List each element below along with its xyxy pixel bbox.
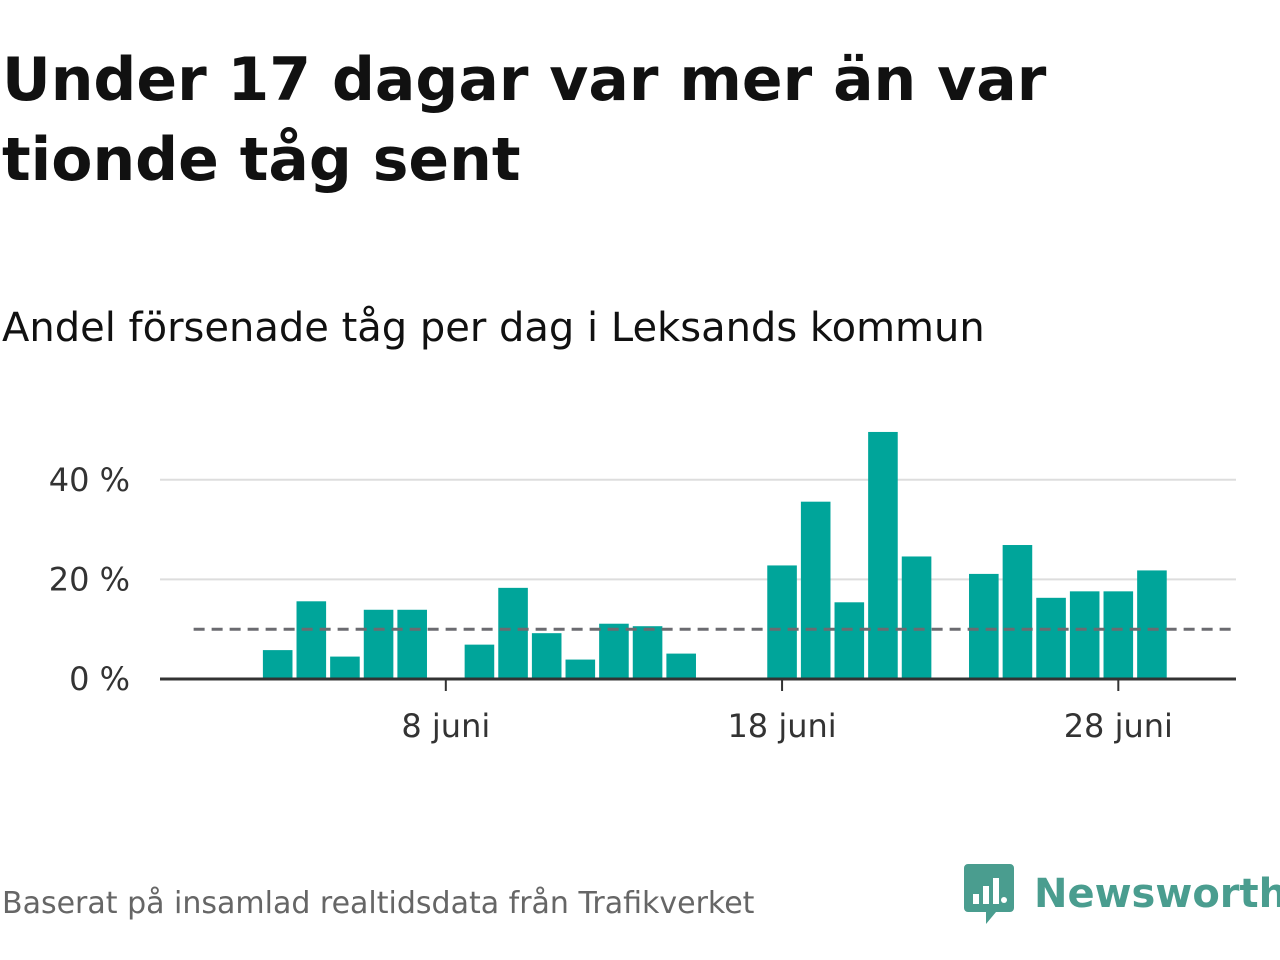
bar-day-25	[1002, 545, 1033, 679]
bar-day-10	[498, 587, 528, 679]
bar-day-12	[565, 659, 596, 679]
bar-day-5	[330, 656, 360, 679]
chart-title: Under 17 dagar var mer än var tionde tåg…	[2, 45, 1047, 195]
brand-logo: Newsworthy	[964, 864, 1280, 924]
bar-day-3	[262, 650, 293, 679]
x-tick-label: 18 juni	[727, 707, 836, 745]
axes: 0 % 20 % 40 % 8 juni 18 juni 28 juni	[49, 461, 1236, 745]
bar-day-26	[1036, 597, 1066, 679]
bar-day-19	[800, 501, 831, 679]
bars	[262, 431, 1167, 679]
brand-name: Newsworthy	[1034, 871, 1280, 917]
y-tick-label: 0 %	[69, 660, 130, 698]
bar-day-28	[1103, 591, 1134, 679]
bar-day-24	[969, 573, 999, 679]
bar-chart: 0 % 20 % 40 % 8 juni 18 juni 28 juni	[49, 431, 1236, 745]
bar-day-9	[464, 644, 495, 679]
bar-day-7	[397, 609, 427, 679]
bar-day-29	[1137, 570, 1167, 679]
newsworthy-logo-icon	[964, 864, 1014, 924]
bar-day-18	[767, 565, 797, 679]
y-tick-label: 40 %	[49, 461, 130, 499]
bar-day-27	[1069, 591, 1100, 679]
gridlines	[160, 478, 1236, 581]
bar-day-4	[296, 601, 327, 679]
chart-subtitle: Andel försenade tåg per dag i Leksands k…	[2, 305, 985, 351]
source-note: Baserat på insamlad realtidsdata från Tr…	[2, 886, 755, 921]
bar-day-11	[531, 633, 562, 679]
bar-day-22	[901, 556, 932, 679]
x-tick-label: 28 juni	[1064, 707, 1173, 745]
bar-day-6	[363, 609, 394, 679]
y-tick-label: 20 %	[49, 560, 130, 598]
x-tick-label: 8 juni	[401, 707, 490, 745]
bar-day-14	[632, 626, 663, 679]
bar-day-20	[834, 602, 865, 679]
bar-day-21	[868, 431, 898, 679]
bar-day-15	[666, 653, 696, 679]
bar-day-13	[599, 623, 629, 679]
